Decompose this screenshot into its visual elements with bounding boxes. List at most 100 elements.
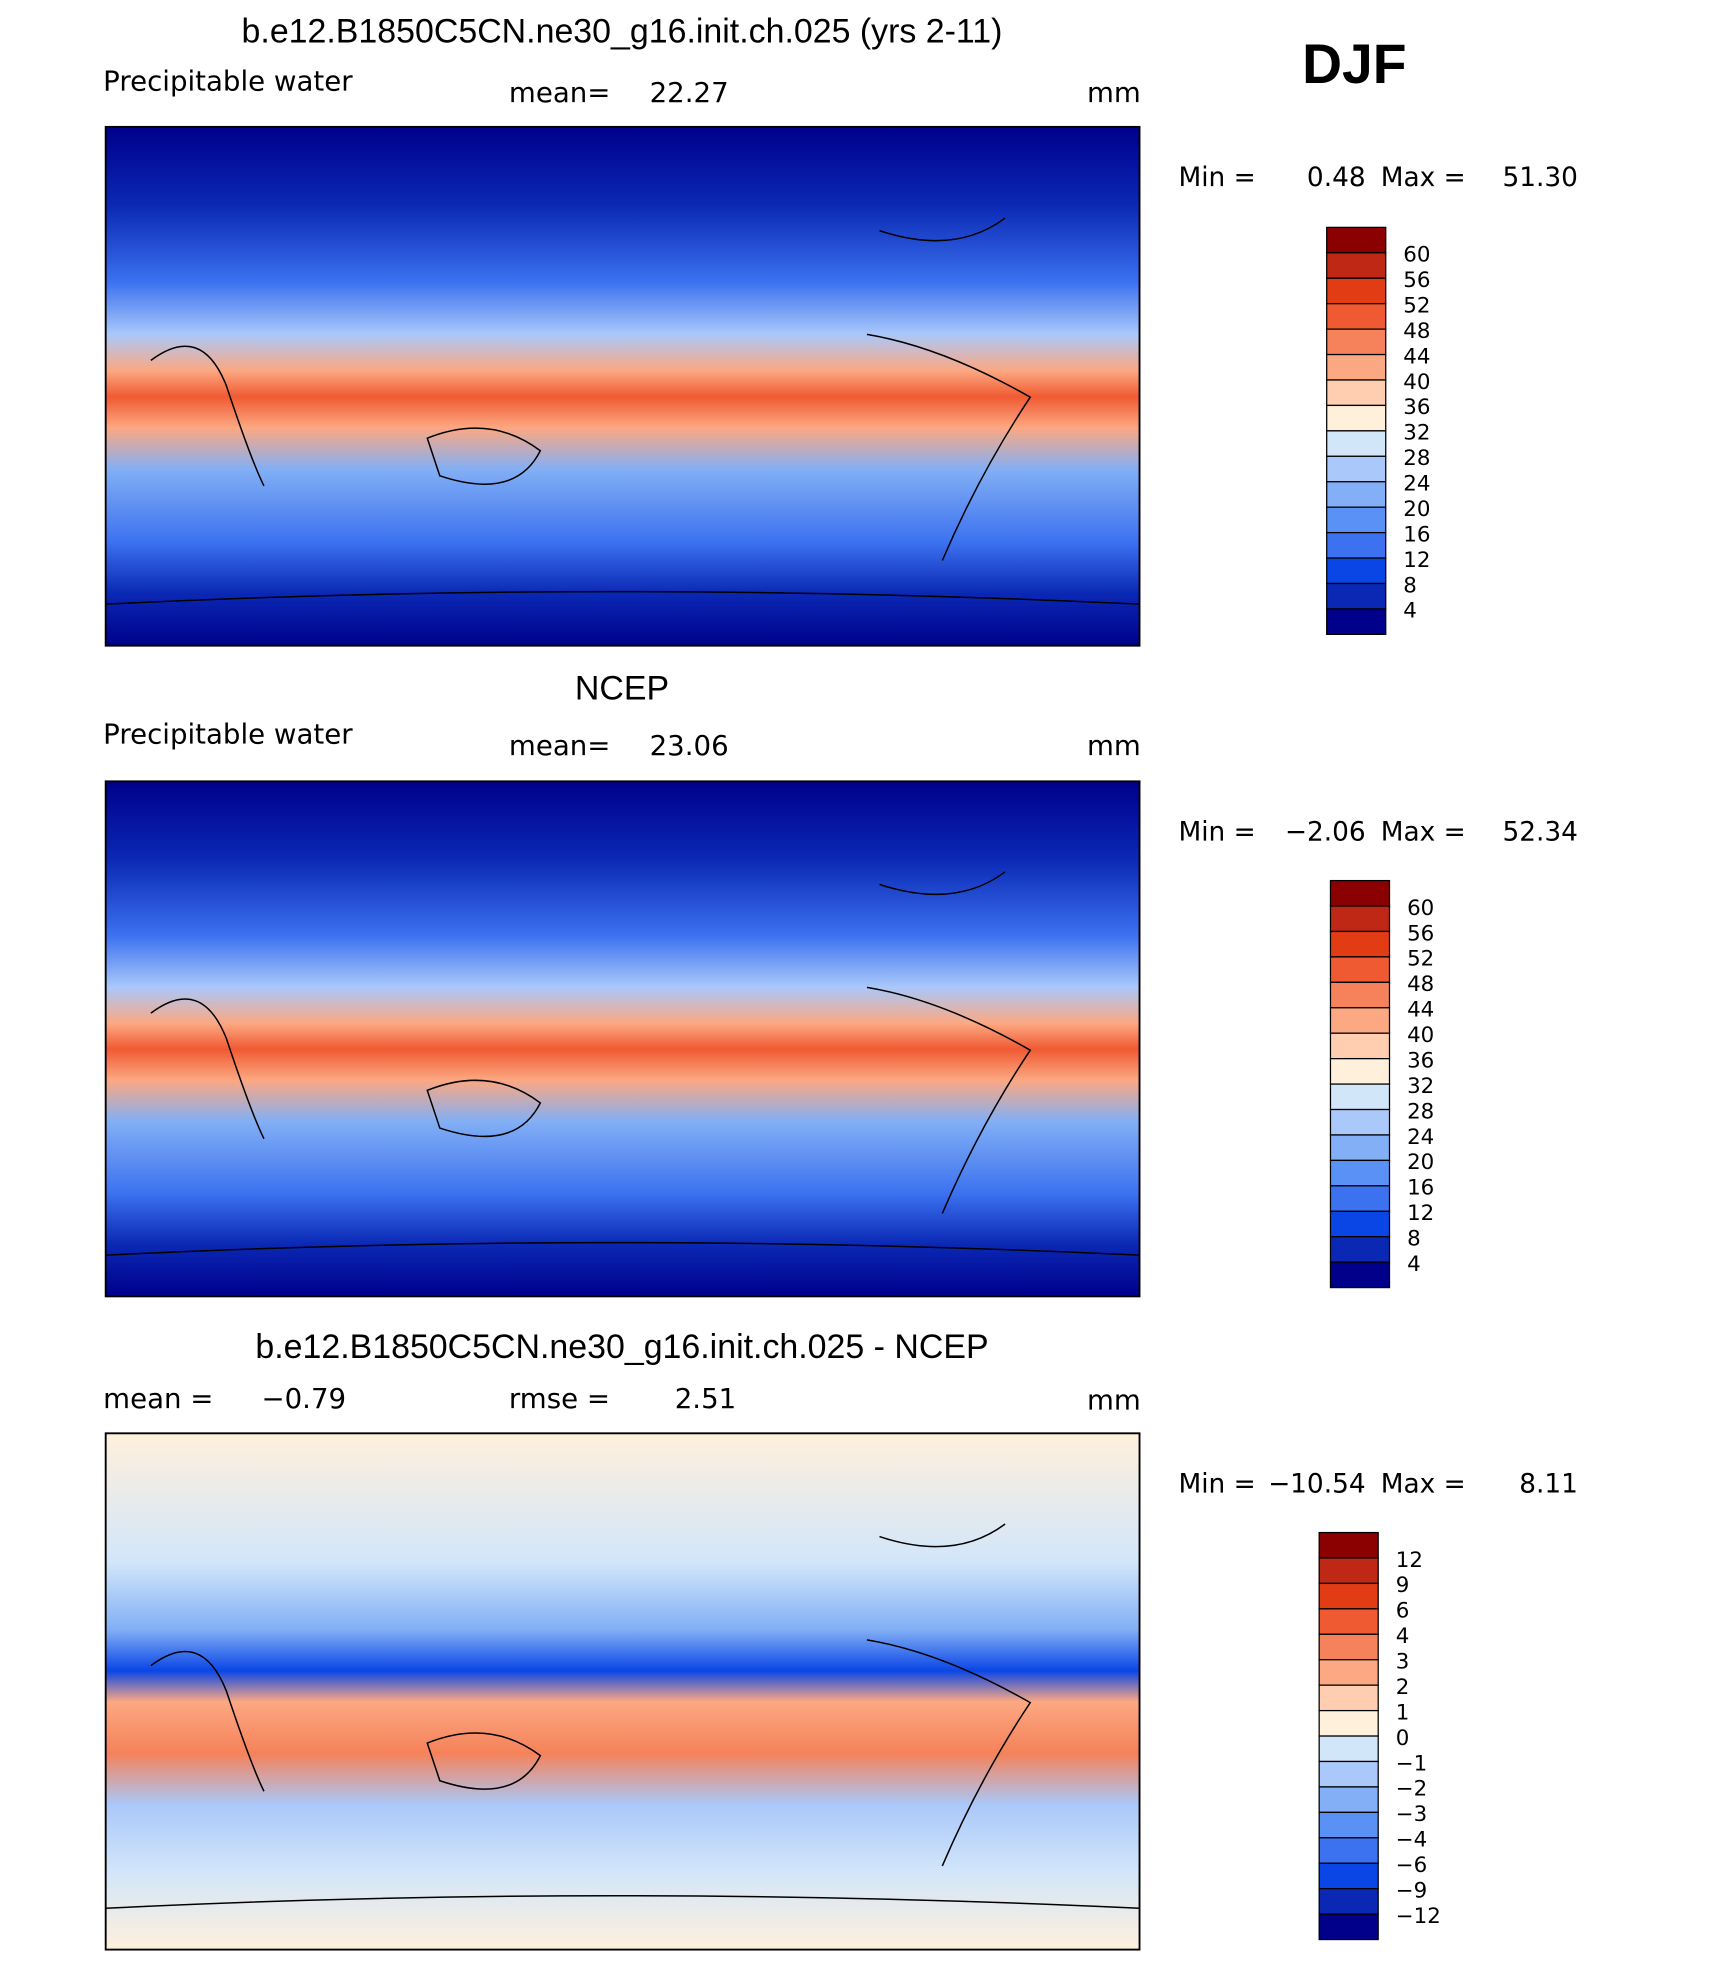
stat-value: 23.06 (650, 729, 729, 762)
min-value: 0.48 (1307, 163, 1366, 193)
colorbar-label: 36 (1403, 395, 1430, 420)
colorbar-box (1326, 608, 1387, 636)
colorbar-box (1326, 455, 1387, 483)
colorbar-box (1329, 981, 1391, 1009)
max-label: Max = (1381, 817, 1466, 847)
colorbar-box (1326, 328, 1387, 356)
colorbar-box (1329, 1083, 1391, 1111)
colorbar-box (1318, 1786, 1379, 1813)
stat-label: rmse = (509, 1382, 610, 1415)
colorbar-box (1318, 1684, 1379, 1712)
colorbar-label: 28 (1407, 1099, 1434, 1124)
max-value: 51.30 (1502, 163, 1577, 193)
colorbar-box (1329, 1007, 1391, 1034)
colorbar-label: 32 (1403, 421, 1430, 446)
colorbar-box (1329, 1210, 1391, 1238)
colorbar-box (1329, 1236, 1391, 1263)
colorbar-label: 28 (1403, 446, 1430, 471)
colorbar-label: 32 (1407, 1074, 1434, 1099)
map-field (104, 125, 1141, 647)
colorbar-label: 4 (1403, 599, 1417, 624)
colorbar-label: −6 (1396, 1853, 1427, 1878)
min-value: −10.54 (1268, 1469, 1366, 1499)
units: mm (1087, 1383, 1141, 1416)
colorbar-box (1326, 582, 1387, 610)
colorbar-label: 3 (1396, 1650, 1410, 1675)
colorbar-box (1326, 353, 1387, 381)
colorbar-box (1326, 303, 1387, 330)
colorbar-label: 8 (1407, 1227, 1421, 1252)
stat-label: mean= (509, 76, 611, 109)
map-field (104, 780, 1141, 1298)
colorbar-box (1318, 1735, 1379, 1763)
colorbar-label: 60 (1407, 896, 1434, 921)
colorbar-label: 40 (1407, 1023, 1434, 1048)
colorbar-box (1318, 1608, 1379, 1635)
panel-title: b.e12.B1850C5CN.ne30_g16.init.ch.025 - N… (255, 1328, 988, 1366)
colorbar-box (1329, 956, 1391, 983)
colorbar-label: 44 (1407, 998, 1434, 1023)
variable-label: Precipitable water (103, 64, 353, 97)
colorbar-box (1329, 1032, 1391, 1060)
colorbar-label: 40 (1403, 370, 1430, 395)
colorbar-label: 16 (1403, 522, 1430, 547)
colorbar-label: 6 (1396, 1599, 1410, 1624)
colorbar-box (1326, 430, 1387, 457)
colorbar-label: −9 (1396, 1878, 1427, 1903)
colorbar-label: 4 (1396, 1624, 1410, 1649)
colorbar-box (1326, 481, 1387, 508)
colorbar-label: 56 (1403, 268, 1430, 293)
coastline (105, 1523, 1140, 1910)
stat-value: 2.51 (675, 1382, 737, 1415)
colorbar-label: 9 (1396, 1573, 1410, 1598)
panel-title: NCEP (575, 670, 669, 708)
colorbar-label: 48 (1407, 972, 1434, 997)
colorbar-box (1318, 1837, 1379, 1864)
colorbar-label: 24 (1403, 472, 1430, 497)
variable-label: Precipitable water (103, 718, 353, 751)
colorbar-box (1318, 1888, 1379, 1915)
colorbar-box (1329, 879, 1391, 907)
colorbar-box (1326, 506, 1387, 534)
colorbar-label: 12 (1407, 1201, 1434, 1226)
colorbar-box (1329, 1185, 1391, 1212)
colorbar-box (1329, 905, 1391, 933)
colorbar-box (1318, 1633, 1379, 1661)
units: mm (1087, 729, 1141, 762)
colorbar-box (1318, 1659, 1379, 1686)
colorbar-label: 4 (1407, 1252, 1421, 1277)
colorbar-box (1318, 1913, 1379, 1941)
stat-label: mean = (103, 1382, 213, 1415)
coastline (105, 871, 1140, 1256)
colorbar-label: −2 (1396, 1777, 1427, 1802)
colorbar-label: 8 (1403, 573, 1417, 598)
colorbar-label: 1 (1396, 1700, 1410, 1725)
colorbar-box (1326, 531, 1387, 559)
max-label: Max = (1381, 163, 1466, 193)
colorbar-box (1318, 1582, 1379, 1610)
colorbar-box (1326, 277, 1387, 305)
colorbar-label: 56 (1407, 921, 1434, 946)
colorbar-label: 52 (1403, 293, 1430, 318)
stat-value: −0.79 (261, 1382, 346, 1415)
min-label: Min = (1178, 817, 1255, 847)
colorbar-label: −1 (1396, 1751, 1427, 1776)
colorbar-box (1329, 1134, 1391, 1162)
colorbar-box (1329, 1108, 1391, 1136)
colorbar-label: −4 (1396, 1828, 1427, 1853)
map-field (104, 1432, 1141, 1951)
colorbar-box (1318, 1760, 1379, 1788)
colorbar-label: 12 (1396, 1548, 1423, 1573)
colorbar-box (1326, 252, 1387, 279)
colorbar-label: 20 (1403, 497, 1430, 522)
stat-value: 22.27 (650, 76, 729, 109)
colorbar-label: 36 (1407, 1048, 1434, 1073)
colorbar-label: −3 (1396, 1802, 1427, 1827)
min-label: Min = (1178, 163, 1255, 193)
colorbar-box (1326, 404, 1387, 432)
colorbar-label: 44 (1403, 344, 1430, 369)
colorbar-label: 12 (1403, 548, 1430, 573)
colorbar-box (1326, 557, 1387, 585)
colorbar-box (1326, 379, 1387, 407)
